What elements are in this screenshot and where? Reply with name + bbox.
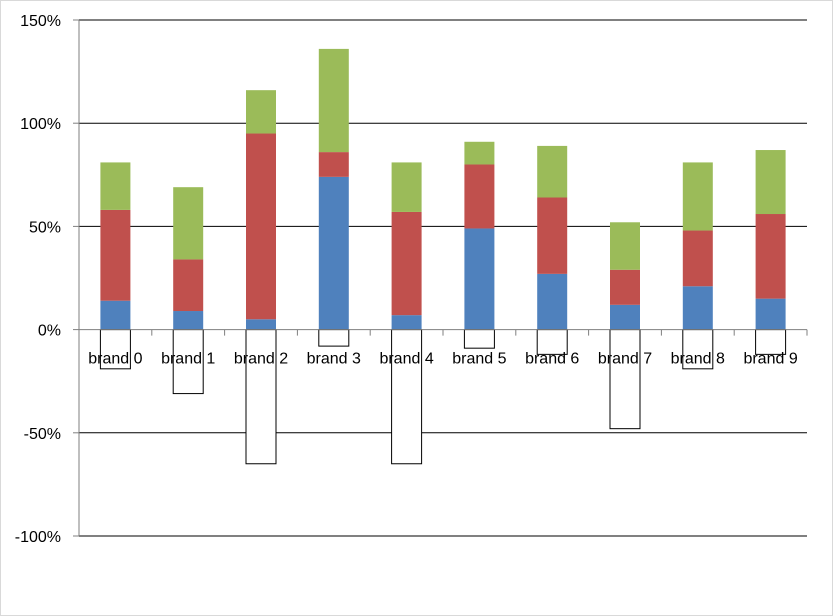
- bar-segment-series-3: [99, 329, 131, 370]
- bar-segment-series-1: [610, 269, 640, 305]
- bar-segment-series-0: [610, 304, 640, 330]
- bar-segment-series-1: [173, 259, 204, 312]
- bar-segment-series-1: [100, 209, 131, 301]
- bar-segment-series-0: [682, 286, 713, 330]
- x-category-label: brand 4: [379, 351, 433, 368]
- y-tick-label: 0%: [38, 323, 61, 340]
- bar-segment-series-1: [464, 164, 495, 229]
- x-category-label: brand 8: [671, 351, 725, 368]
- bar-segment-series-0: [464, 228, 495, 330]
- bar-segment-series-2: [464, 141, 495, 165]
- bar-segment-series-1: [246, 133, 276, 320]
- x-category-label: brand 1: [161, 351, 215, 368]
- labels: -100% -50% 0% 50% 100% 150% brand 0 brand 1 bran…: [15, 13, 798, 546]
- bar-segment-series-3: [609, 329, 641, 430]
- bar-segment-series-0: [246, 319, 276, 330]
- y-tick-label: -100%: [15, 529, 61, 546]
- bar-segment-series-2: [610, 222, 640, 270]
- bar-segment-series-3: [318, 329, 350, 347]
- axes: [73, 19, 808, 537]
- x-category-label: brand 9: [743, 351, 797, 368]
- bar-segment-series-2: [100, 162, 131, 210]
- bar-segment-series-2: [246, 90, 276, 134]
- y-tick-label: -50%: [24, 426, 61, 443]
- x-category-label: brand 5: [452, 351, 506, 368]
- bar-segment-series-1: [391, 211, 422, 316]
- bar-segment-series-1: [682, 230, 713, 287]
- x-category-label: brand 3: [307, 351, 361, 368]
- bar-segment-series-0: [100, 300, 131, 330]
- y-tick-label: 150%: [20, 13, 61, 30]
- bar-segment-series-2: [318, 48, 349, 153]
- x-category-label: brand 6: [525, 351, 579, 368]
- bar-segment-series-2: [755, 150, 786, 215]
- x-category-label: brand 0: [88, 351, 142, 368]
- y-tick-label: 50%: [29, 219, 61, 236]
- bar-segment-series-1: [537, 197, 568, 274]
- bar-segment-series-2: [391, 162, 422, 212]
- x-category-label: brand 2: [234, 351, 288, 368]
- bar-segment-series-2: [682, 162, 713, 231]
- bar-segment-series-0: [391, 315, 422, 330]
- bar-segment-series-0: [537, 273, 568, 330]
- bars: [99, 48, 787, 465]
- bar-segment-series-0: [755, 298, 786, 330]
- bar-segment-series-1: [755, 214, 786, 299]
- bar-segment-series-3: [755, 329, 787, 355]
- bar-segment-series-1: [318, 152, 349, 177]
- bar-segment-series-3: [463, 329, 495, 349]
- x-category-label: brand 7: [598, 351, 652, 368]
- y-tick-label: 100%: [20, 116, 61, 133]
- bar-segment-series-2: [173, 187, 204, 260]
- bar-segment-series-0: [173, 311, 204, 330]
- bar-segment-series-0: [318, 176, 349, 330]
- bar-segment-series-2: [537, 145, 568, 198]
